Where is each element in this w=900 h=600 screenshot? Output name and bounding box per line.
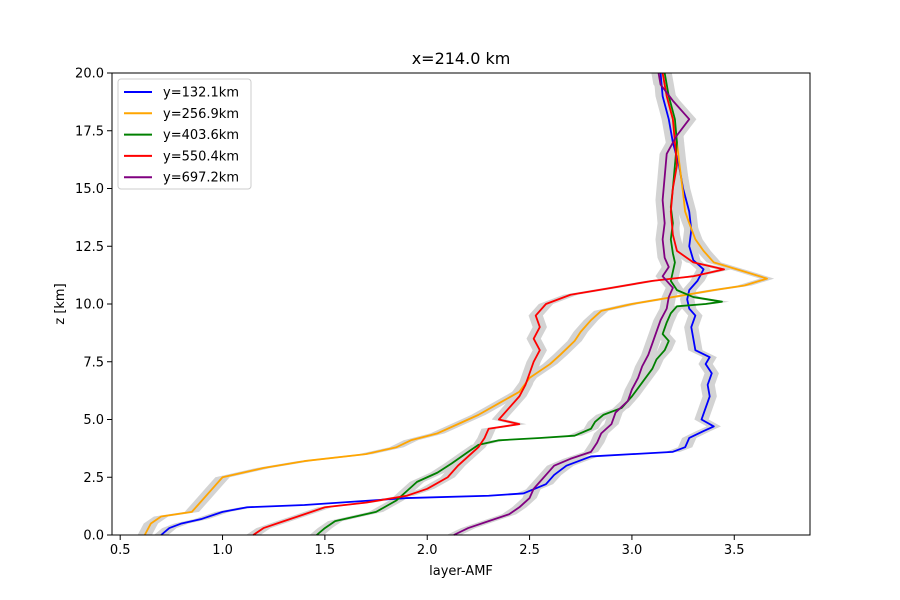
y-tick-label: 12.5 — [75, 240, 104, 255]
y-tick-label: 7.5 — [83, 355, 104, 370]
x-axis-ticks: 0.5 1.0 1.5 2.0 2.5 3.0 3.5 — [110, 535, 745, 558]
legend-items: y=132.1km y=256.9km y=403.6km y=550.4km y=69… — [124, 86, 239, 186]
x-tick-label: 3.5 — [724, 543, 745, 558]
x-axis-label: layer-AMF — [429, 564, 493, 579]
series-line — [252, 72, 725, 536]
y-axis-ticks: 0.0 2.5 5.0 7.5 10.0 12.5 15.0 17.5 20.0 — [75, 67, 112, 544]
legend-label: y=697.2km — [163, 171, 239, 186]
x-tick-label: 1.5 — [315, 543, 336, 558]
legend-label: y=256.9km — [163, 107, 239, 122]
series-lines — [143, 72, 768, 536]
y-tick-label: 2.5 — [83, 471, 104, 486]
legend-label: y=403.6km — [163, 128, 239, 143]
y-tick-label: 15.0 — [75, 182, 104, 197]
x-tick-label: 3.0 — [622, 543, 643, 558]
x-tick-label: 0.5 — [110, 543, 131, 558]
series-line — [143, 72, 768, 536]
y-tick-label: 17.5 — [75, 124, 104, 139]
legend: y=132.1km y=256.9km y=403.6km y=550.4km y=69… — [117, 78, 252, 190]
x-tick-label: 2.5 — [519, 543, 540, 558]
legend-box — [117, 78, 252, 190]
series-line — [160, 72, 715, 536]
y-axis-label: z [km] — [53, 283, 68, 324]
y-tick-label: 5.0 — [83, 413, 104, 428]
chart-title: x=214.0 km — [412, 49, 511, 68]
y-tick-label: 20.0 — [75, 67, 104, 82]
uncertainty-band — [153, 73, 721, 535]
x-tick-label: 2.0 — [417, 543, 438, 558]
y-tick-label: 0.0 — [83, 529, 104, 544]
legend-label: y=550.4km — [163, 149, 239, 164]
x-tick-label: 1.0 — [212, 543, 233, 558]
legend-label: y=132.1km — [163, 86, 239, 101]
y-tick-label: 10.0 — [75, 298, 104, 313]
series-line — [453, 72, 691, 536]
